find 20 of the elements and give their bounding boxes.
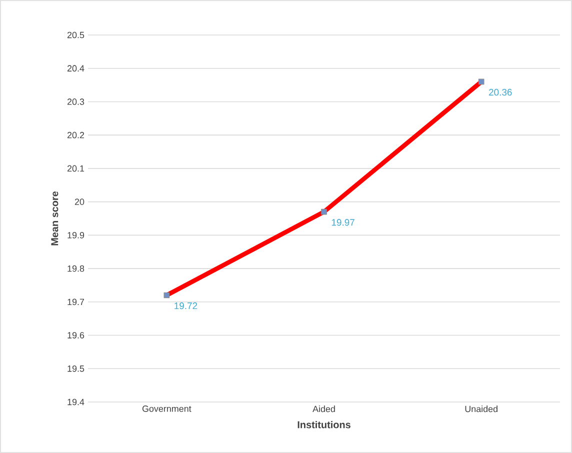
- x-tick-label: Aided: [312, 406, 335, 412]
- y-tick-label: 20.1: [67, 165, 84, 172]
- x-tick-label: Unaided: [465, 406, 498, 412]
- data-label: 20.36: [489, 88, 512, 96]
- y-tick-label: 20.5: [67, 32, 84, 38]
- y-tick-label: 20.3: [67, 98, 84, 105]
- x-axis-title: Institutions: [298, 420, 350, 428]
- y-tick-label: 19.8: [68, 265, 84, 272]
- y-tick-label: 20.4: [67, 65, 84, 72]
- y-tick-label: 19.4: [68, 398, 84, 406]
- y-tick-label: 19.9: [68, 232, 84, 238]
- y-tick-label: 20.2: [67, 132, 84, 138]
- y-tick-label: 20: [74, 198, 84, 205]
- y-tick-label: 19.6: [68, 332, 84, 338]
- x-tick-label: Government: [142, 406, 192, 412]
- y-tick-label: 19.5: [68, 365, 84, 372]
- data-label: 19.97: [332, 219, 354, 226]
- data-label: 19.72: [174, 302, 198, 310]
- y-tick-label: 19.7: [68, 298, 84, 306]
- y-axis-title: Mean score: [51, 191, 58, 246]
